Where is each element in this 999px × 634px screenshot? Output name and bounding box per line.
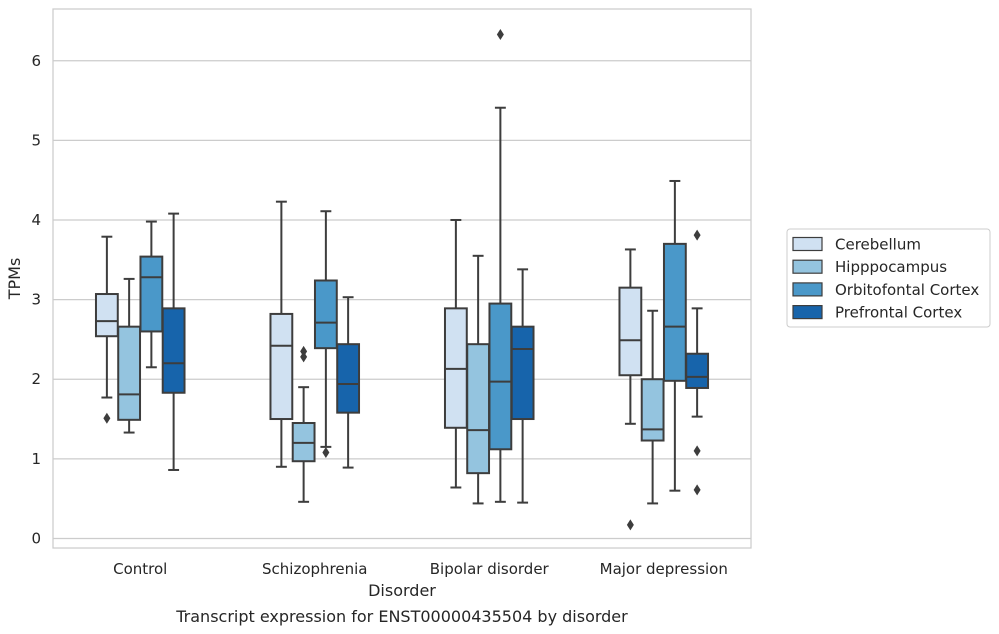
y-tick-label: 5 <box>31 131 41 149</box>
legend-swatch <box>792 305 823 320</box>
outlier-point <box>693 484 701 496</box>
x-tick-labels: Control Schizophrenia Bipolar disorder Majo… <box>113 560 728 578</box>
box-iqr <box>510 325 535 421</box>
legend-label: Cerebellum <box>835 236 921 254</box>
box-layer <box>94 28 710 531</box>
box-iqr <box>488 302 513 451</box>
box-group <box>94 235 119 424</box>
y-axis-title: TPMs <box>5 258 24 301</box>
legend: Cerebellum Hipppocampus Orbitofontal Corte… <box>786 228 991 328</box>
box-iqr <box>94 293 119 338</box>
outlier-point <box>300 351 308 363</box>
legend-items: Cerebellum Hipppocampus Orbitofontal Corte… <box>792 236 979 322</box>
box-iqr <box>685 352 710 389</box>
box-iqr <box>640 378 665 442</box>
legend-swatch <box>792 259 823 274</box>
y-tick-label: 2 <box>31 370 41 388</box>
x-tick-label: Major depression <box>600 560 728 578</box>
outlier-point <box>693 229 701 241</box>
legend-swatch <box>792 236 823 252</box>
box-group <box>488 28 513 503</box>
legend-item: Cerebellum <box>792 236 921 254</box>
plot-frame <box>52 8 752 549</box>
x-axis-title: Disorder <box>368 581 436 600</box>
outlier-point <box>300 345 308 357</box>
box-group <box>685 229 710 496</box>
box-iqr <box>269 312 294 421</box>
box-group <box>139 220 164 369</box>
legend-item: Hipppocampus <box>792 258 947 276</box>
box-group <box>510 268 535 504</box>
box-iqr <box>117 325 142 421</box>
legend-frame <box>786 228 991 328</box>
y-tick-label: 6 <box>31 52 41 70</box>
box-iqr <box>139 255 164 333</box>
box-iqr <box>662 242 687 382</box>
legend-swatch <box>792 282 823 297</box>
chart-caption: Transcript expression for ENST0000043550… <box>175 607 628 626</box>
box-group <box>117 277 142 434</box>
box-group <box>640 309 665 505</box>
box-group <box>291 345 316 503</box>
x-tick-label: Schizophrenia <box>262 560 367 578</box>
x-tick-label: Bipolar disorder <box>430 560 550 578</box>
x-tick-label: Control <box>113 560 167 578</box>
box-group <box>161 212 186 471</box>
legend-item: Prefrontal Cortex <box>792 304 962 322</box>
legend-item: Orbitofontal Cortex <box>792 281 979 299</box>
y-tick-label: 0 <box>31 529 41 547</box>
box-iqr <box>336 343 361 414</box>
box-iqr <box>161 307 186 394</box>
box-group <box>336 296 361 469</box>
outlier-point <box>626 519 634 531</box>
outlier-point <box>693 445 701 457</box>
outlier-point <box>496 28 504 40</box>
legend-label: Prefrontal Cortex <box>835 304 962 322</box>
y-tick-label: 3 <box>31 291 41 309</box>
legend-label: Orbitofontal Cortex <box>835 281 979 299</box>
box-iqr <box>618 286 643 377</box>
y-tick-label: 1 <box>31 450 41 468</box>
box-iqr <box>313 279 338 350</box>
y-tick-labels: 0 1 2 3 4 5 6 <box>31 52 41 548</box>
box-group <box>618 248 643 531</box>
box-group <box>466 254 491 505</box>
box-group <box>443 218 468 489</box>
box-iqr <box>466 343 491 475</box>
box-group <box>269 200 294 468</box>
y-tick-label: 4 <box>31 211 41 229</box>
box-group <box>313 210 338 458</box>
outlier-point <box>322 446 330 458</box>
outlier-point <box>103 412 111 424</box>
legend-label: Hipppocampus <box>835 258 947 276</box>
box-group <box>662 179 687 492</box>
